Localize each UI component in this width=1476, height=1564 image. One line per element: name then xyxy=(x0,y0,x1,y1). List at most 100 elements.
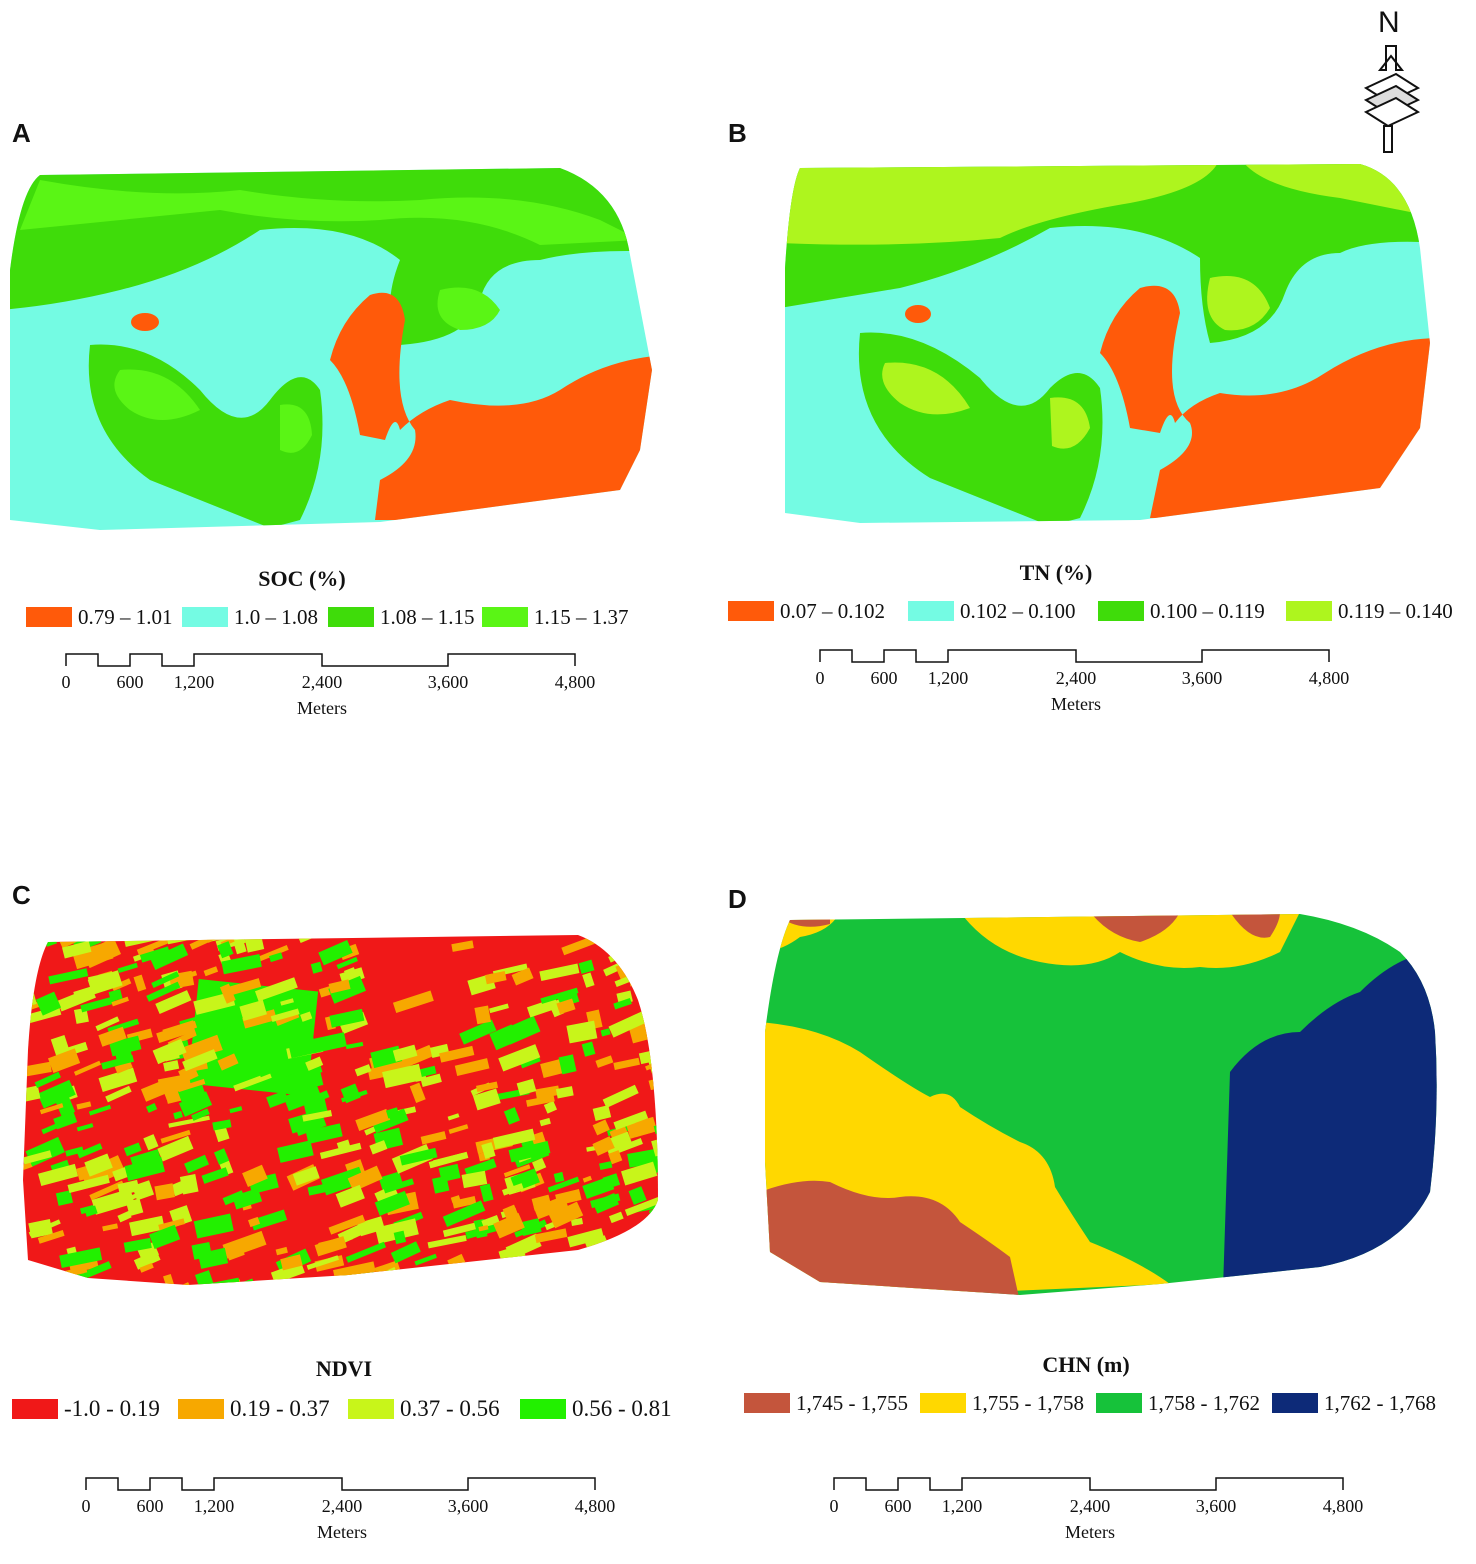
scale-unit: Meters xyxy=(317,1522,367,1543)
scale-tick: 1,200 xyxy=(942,1496,983,1517)
ndvi-parcel xyxy=(180,1174,199,1194)
legend-label: -1.0 - 0.19 xyxy=(64,1396,160,1422)
legend-label: 0.07 – 0.102 xyxy=(780,598,885,624)
ndvi-parcel xyxy=(474,1006,491,1025)
scale-tick: 0 xyxy=(830,1496,839,1517)
ndvi-parcel xyxy=(667,1085,668,1105)
legend-label: 0.19 - 0.37 xyxy=(230,1396,330,1422)
scale-tick: 3,600 xyxy=(1196,1496,1237,1517)
scale-tick: 2,400 xyxy=(1056,668,1097,689)
scalebar-c: 0 600 1,200 2,400 3,600 4,800 Meters xyxy=(70,1474,610,1564)
legend-label: 0.119 – 0.140 xyxy=(1338,598,1453,624)
north-arrow: N xyxy=(1356,8,1426,158)
scale-tick: 1,200 xyxy=(174,672,215,693)
ndvi-parcel xyxy=(642,1252,668,1273)
ndvi-parcel xyxy=(86,1282,123,1301)
ndvi-parcel xyxy=(608,951,625,963)
ndvi-parcel xyxy=(665,1238,668,1263)
legend-label: 1,762 - 1,768 xyxy=(1324,1390,1436,1416)
legend-swatch xyxy=(1096,1393,1142,1413)
legend-swatch xyxy=(1272,1393,1318,1413)
tn-map-title: TN (%) xyxy=(956,560,1156,586)
ndvi-parcel xyxy=(456,1296,483,1310)
scalebar-line xyxy=(804,646,1344,666)
legend-label: 0.37 - 0.56 xyxy=(400,1396,500,1422)
ndvi-parcel xyxy=(344,1278,373,1294)
scale-tick: 600 xyxy=(871,668,898,689)
ndvi-parcel xyxy=(530,1274,560,1288)
ndvi-parcel xyxy=(564,1284,588,1303)
legend-label: 0.79 – 1.01 xyxy=(78,604,173,630)
legend-swatch xyxy=(328,607,374,627)
legend-label: 1.0 – 1.08 xyxy=(234,604,318,630)
scale-tick: 2,400 xyxy=(302,672,343,693)
ndvi-parcel xyxy=(454,1287,492,1301)
ndvi-parcel xyxy=(640,983,660,997)
ndvi-parcel xyxy=(659,1093,668,1110)
ndvi-parcel xyxy=(490,1265,529,1287)
ndvi-parcel xyxy=(641,1226,668,1249)
panel-c-letter: C xyxy=(12,880,31,911)
scale-tick: 1,200 xyxy=(928,668,969,689)
scalebar-line xyxy=(50,650,590,670)
ndvi-parcel xyxy=(646,930,668,944)
scale-unit: Meters xyxy=(1051,694,1101,715)
ndvi-parcel xyxy=(60,1287,88,1309)
scale-unit: Meters xyxy=(1065,1522,1115,1543)
scale-tick: 4,800 xyxy=(575,1496,616,1517)
ndvi-parcel xyxy=(390,1277,430,1302)
chn-map xyxy=(760,912,1450,1302)
legend-swatch xyxy=(178,1399,224,1419)
ndvi-parcel xyxy=(398,1290,425,1310)
legend-swatch xyxy=(182,607,228,627)
panel-d-letter: D xyxy=(728,884,747,915)
ndvi-parcel xyxy=(55,1294,73,1308)
ndvi-parcel xyxy=(394,1290,422,1310)
ndvi-parcel xyxy=(51,1279,92,1292)
legend-label: 0.56 - 0.81 xyxy=(572,1396,672,1422)
legend-label: 1,758 - 1,762 xyxy=(1148,1390,1260,1416)
scale-tick: 600 xyxy=(885,1496,912,1517)
ndvi-parcel xyxy=(20,1282,38,1292)
scale-tick: 4,800 xyxy=(555,672,596,693)
ndvi-parcel xyxy=(33,1289,60,1310)
scale-tick: 3,600 xyxy=(448,1496,489,1517)
legend-swatch xyxy=(520,1399,566,1419)
ndvi-parcel xyxy=(270,930,285,937)
scale-tick: 0 xyxy=(82,1496,91,1517)
ndvi-parcel xyxy=(573,1256,595,1276)
legend-label: 1.08 – 1.15 xyxy=(380,604,475,630)
north-label: N xyxy=(1378,6,1400,40)
legend-swatch xyxy=(1286,601,1332,621)
ndvi-parcel xyxy=(121,1283,158,1300)
legend-swatch xyxy=(1098,601,1144,621)
legend-swatch xyxy=(482,607,528,627)
panel-a-letter: A xyxy=(12,118,31,149)
ndvi-parcel xyxy=(526,1256,545,1270)
ndvi-parcel xyxy=(243,1287,281,1310)
ndvi-parcel xyxy=(153,1296,177,1310)
ndvi-parcel xyxy=(360,1298,386,1310)
scale-tick: 0 xyxy=(62,672,71,693)
legend-swatch xyxy=(12,1399,58,1419)
legend-swatch xyxy=(728,601,774,621)
ndvi-parcel xyxy=(627,965,656,987)
legend-label: 1,745 - 1,755 xyxy=(796,1390,908,1416)
ndvi-parcel xyxy=(530,1303,545,1310)
ndvi-parcel xyxy=(152,1288,190,1310)
legend-label: 1,755 - 1,758 xyxy=(972,1390,1084,1416)
ndvi-parcel xyxy=(583,1250,602,1261)
tn-map xyxy=(780,158,1440,528)
ndvi-parcel xyxy=(611,1271,636,1284)
scale-tick: 600 xyxy=(137,1496,164,1517)
scale-tick: 3,600 xyxy=(1182,668,1223,689)
legend-swatch xyxy=(348,1399,394,1419)
ndvi-parcel xyxy=(662,1175,668,1192)
scale-tick: 1,200 xyxy=(194,1496,235,1517)
scale-tick: 4,800 xyxy=(1309,668,1350,689)
scale-tick: 4,800 xyxy=(1323,1496,1364,1517)
ndvi-parcel xyxy=(594,1283,619,1306)
ndvi-parcel xyxy=(484,1297,503,1310)
ndvi-parcel xyxy=(524,1276,549,1297)
ndvi-parcel xyxy=(46,1277,67,1293)
